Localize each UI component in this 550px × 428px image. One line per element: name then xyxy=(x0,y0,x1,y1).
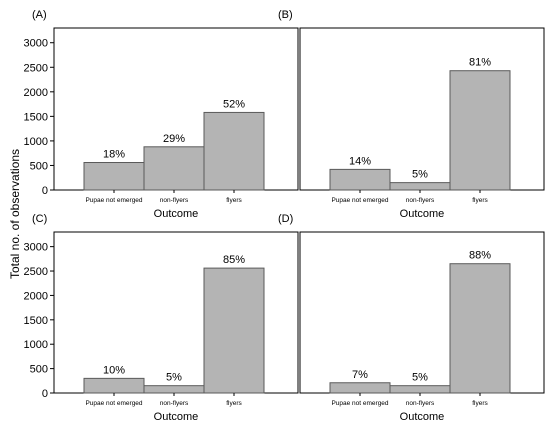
x-axis-title: Outcome xyxy=(154,208,199,220)
y-tick-label: 500 xyxy=(30,160,48,172)
y-tick-label: 2000 xyxy=(24,87,48,99)
y-tick-label: 3000 xyxy=(24,38,48,50)
bar xyxy=(143,146,205,191)
x-tick-label: Pupae not emerged xyxy=(85,197,142,204)
bar-data-label: 7% xyxy=(352,369,368,381)
x-tick-label: non-flyers xyxy=(160,400,189,407)
bar xyxy=(143,385,205,394)
x-tick-label: flyers xyxy=(472,400,488,407)
x-tick-label: Pupae not emerged xyxy=(85,400,142,407)
bar xyxy=(203,111,265,191)
bar xyxy=(389,182,451,191)
y-tick-label: 1000 xyxy=(24,339,48,351)
x-axis-title: Outcome xyxy=(154,411,199,423)
bar-data-label: 88% xyxy=(469,250,491,262)
y-axis-title: Total no. of observations xyxy=(8,149,22,279)
panel-label: (A) xyxy=(32,9,47,21)
bar xyxy=(203,267,265,394)
x-axis-title: Outcome xyxy=(400,411,445,423)
bar xyxy=(389,385,451,394)
x-tick-label: flyers xyxy=(226,197,242,204)
bar-data-label: 5% xyxy=(412,169,428,181)
bar-data-label: 81% xyxy=(469,57,491,69)
x-tick-label: flyers xyxy=(472,197,488,204)
bar xyxy=(83,162,145,191)
bar-data-label: 14% xyxy=(349,155,371,167)
panel-label: (C) xyxy=(32,213,47,225)
y-tick-label: 0 xyxy=(42,185,48,197)
x-tick-label: Pupae not emerged xyxy=(331,400,388,407)
y-tick-label: 1500 xyxy=(24,315,48,327)
bar-data-label: 5% xyxy=(166,372,182,384)
bar-data-label: 10% xyxy=(103,364,125,376)
bar-data-label: 29% xyxy=(163,133,185,145)
bar xyxy=(329,382,391,394)
bar-data-label: 5% xyxy=(412,372,428,384)
panel-label: (D) xyxy=(278,213,293,225)
x-tick-label: non-flyers xyxy=(406,400,435,407)
x-tick-label: non-flyers xyxy=(406,197,435,204)
x-tick-label: flyers xyxy=(226,400,242,407)
bar xyxy=(329,168,391,191)
bar xyxy=(83,377,145,394)
x-axis-title: Outcome xyxy=(400,208,445,220)
bar-data-label: 52% xyxy=(223,98,245,110)
x-tick-label: Pupae not emerged xyxy=(331,197,388,204)
y-tick-label: 1000 xyxy=(24,136,48,148)
bar-data-label: 18% xyxy=(103,149,125,161)
y-tick-label: 0 xyxy=(42,388,48,400)
y-tick-label: 2000 xyxy=(24,290,48,302)
panel-label: (B) xyxy=(278,9,293,21)
bar xyxy=(449,70,511,191)
x-tick-label: non-flyers xyxy=(160,197,189,204)
y-tick-label: 500 xyxy=(30,364,48,376)
bar xyxy=(449,263,511,394)
y-tick-label: 3000 xyxy=(24,242,48,254)
y-tick-label: 2500 xyxy=(24,266,48,278)
y-tick-label: 1500 xyxy=(24,111,48,123)
bar-data-label: 85% xyxy=(223,254,245,266)
y-tick-label: 2500 xyxy=(24,62,48,74)
